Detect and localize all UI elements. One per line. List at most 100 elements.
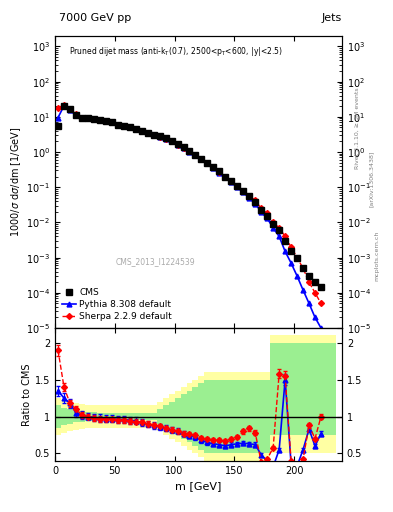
CMS [157, 133, 162, 139]
CMS [271, 221, 275, 227]
Text: Pruned dijet mass (anti-k$_\mathrm{T}$(0.7), 2500<p$_\mathrm{T}$<600, |y|<2.5): Pruned dijet mass (anti-k$_\mathrm{T}$(0… [70, 45, 283, 58]
CMS [103, 118, 108, 124]
Pythia 8.308 default [319, 325, 323, 331]
Sherpa 2.2.9 default [259, 205, 264, 211]
Pythia 8.308 default [247, 195, 252, 201]
Sherpa 2.2.9 default [193, 152, 198, 158]
Pythia 8.308 default [181, 145, 186, 151]
Y-axis label: Ratio to CMS: Ratio to CMS [22, 363, 32, 425]
CMS [205, 160, 210, 166]
Sherpa 2.2.9 default [235, 183, 240, 189]
Sherpa 2.2.9 default [211, 164, 216, 170]
Sherpa 2.2.9 default [103, 118, 108, 124]
Sherpa 2.2.9 default [205, 160, 210, 166]
Sherpa 2.2.9 default [86, 115, 90, 121]
Pythia 8.308 default [109, 119, 114, 125]
CMS [116, 121, 120, 127]
CMS [193, 152, 198, 158]
Sherpa 2.2.9 default [140, 128, 144, 134]
Pythia 8.308 default [253, 201, 257, 207]
CMS [181, 144, 186, 150]
CMS [163, 135, 168, 141]
CMS [307, 273, 311, 279]
Sherpa 2.2.9 default [229, 178, 234, 184]
Sherpa 2.2.9 default [247, 193, 252, 199]
CMS [79, 115, 84, 121]
Sherpa 2.2.9 default [116, 121, 120, 127]
Text: CMS_2013_I1224539: CMS_2013_I1224539 [116, 257, 195, 266]
CMS [319, 284, 323, 290]
Sherpa 2.2.9 default [79, 115, 84, 121]
Sherpa 2.2.9 default [265, 210, 270, 217]
CMS [151, 132, 156, 138]
Pythia 8.308 default [97, 117, 102, 123]
Pythia 8.308 default [193, 153, 198, 159]
Pythia 8.308 default [235, 184, 240, 190]
Pythia 8.308 default [103, 118, 108, 124]
Pythia 8.308 default [277, 233, 281, 240]
Sherpa 2.2.9 default [301, 265, 305, 271]
CMS [289, 248, 294, 254]
Sherpa 2.2.9 default [127, 124, 132, 131]
Sherpa 2.2.9 default [92, 116, 96, 122]
CMS [86, 115, 90, 121]
CMS [235, 183, 240, 189]
Pythia 8.308 default [187, 149, 192, 155]
Pythia 8.308 default [307, 301, 311, 307]
CMS [92, 116, 96, 122]
Sherpa 2.2.9 default [163, 136, 168, 142]
Sherpa 2.2.9 default [199, 156, 204, 162]
Sherpa 2.2.9 default [187, 148, 192, 154]
CMS [223, 174, 228, 180]
Pythia 8.308 default [223, 174, 228, 180]
Pythia 8.308 default [73, 112, 78, 118]
Text: Jets: Jets [321, 13, 342, 23]
Pythia 8.308 default [92, 116, 96, 122]
Pythia 8.308 default [140, 128, 144, 134]
Sherpa 2.2.9 default [253, 198, 257, 204]
CMS [62, 103, 66, 109]
Sherpa 2.2.9 default [289, 244, 294, 250]
CMS [127, 124, 132, 131]
CMS [211, 164, 216, 170]
Sherpa 2.2.9 default [109, 119, 114, 125]
CMS [277, 227, 281, 233]
Sherpa 2.2.9 default [307, 279, 311, 285]
Pythia 8.308 default [205, 160, 210, 166]
CMS [199, 156, 204, 162]
Pythia 8.308 default [259, 209, 264, 215]
CMS [253, 199, 257, 205]
Legend: CMS, Pythia 8.308 default, Sherpa 2.2.9 default: CMS, Pythia 8.308 default, Sherpa 2.2.9 … [59, 286, 175, 324]
CMS [229, 178, 234, 184]
Sherpa 2.2.9 default [241, 187, 246, 194]
Text: 7000 GeV pp: 7000 GeV pp [59, 13, 131, 23]
Sherpa 2.2.9 default [217, 169, 222, 175]
Pythia 8.308 default [56, 115, 61, 121]
Pythia 8.308 default [175, 142, 180, 148]
Text: mcplots.cern.ch: mcplots.cern.ch [375, 231, 380, 281]
Sherpa 2.2.9 default [319, 301, 323, 307]
Pythia 8.308 default [79, 115, 84, 121]
CMS [109, 119, 114, 125]
Sherpa 2.2.9 default [157, 134, 162, 140]
CMS [56, 123, 61, 129]
Sherpa 2.2.9 default [97, 117, 102, 123]
Pythia 8.308 default [121, 123, 126, 129]
CMS [217, 168, 222, 175]
Sherpa 2.2.9 default [145, 130, 150, 136]
Pythia 8.308 default [217, 169, 222, 176]
Pythia 8.308 default [68, 106, 72, 113]
CMS [73, 112, 78, 118]
Pythia 8.308 default [283, 248, 288, 254]
Pythia 8.308 default [62, 103, 66, 109]
Sherpa 2.2.9 default [271, 219, 275, 225]
Sherpa 2.2.9 default [73, 111, 78, 117]
Pythia 8.308 default [301, 287, 305, 293]
Sherpa 2.2.9 default [133, 126, 138, 132]
Sherpa 2.2.9 default [283, 233, 288, 240]
CMS [259, 207, 264, 214]
CMS [68, 105, 72, 112]
CMS [283, 238, 288, 244]
CMS [140, 128, 144, 134]
CMS [265, 213, 270, 219]
